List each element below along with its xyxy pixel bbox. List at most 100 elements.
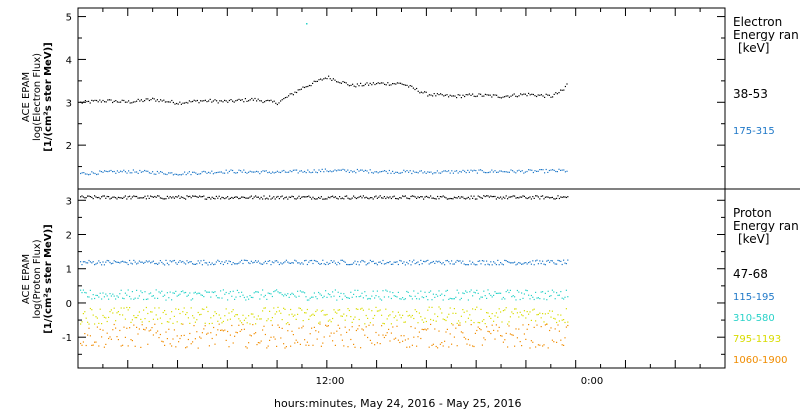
data-point [518,197,520,199]
data-point [241,171,243,173]
data-point [414,295,416,297]
data-point [316,172,318,174]
data-point [158,195,160,197]
data-point [508,291,510,294]
data-point [267,172,269,174]
data-point [113,323,115,326]
data-point [305,196,307,198]
data-point [411,261,413,263]
data-point [458,292,460,294]
data-point [435,260,437,262]
data-point [383,196,385,198]
data-point [381,299,383,301]
data-point [228,346,230,348]
data-point [353,262,355,264]
data-point [320,78,322,80]
data-point [185,263,187,265]
data-point [397,263,399,266]
data-point [348,85,350,87]
data-point [483,337,485,339]
data-point [109,336,111,338]
data-point [379,343,381,345]
data-point [109,198,111,200]
data-point [259,173,261,175]
data-point [165,331,167,333]
data-point [529,94,531,96]
data-point [458,324,460,326]
data-point [484,295,486,297]
data-point [142,100,144,103]
data-point [399,314,401,316]
data-point [80,172,82,175]
data-point [417,292,419,294]
data-point [301,196,303,198]
data-point [474,198,476,200]
data-point [108,99,110,101]
data-point [280,292,282,294]
data-point [423,321,425,323]
data-point [420,259,422,261]
data-point [543,263,545,265]
data-point [364,197,366,199]
data-point [414,263,416,265]
data-point [498,292,500,294]
data-point [141,261,143,263]
data-point [388,315,390,317]
data-point [367,298,369,300]
data-point [171,99,173,102]
data-point [158,101,160,103]
data-point [557,314,559,316]
data-point [396,198,398,200]
data-point [88,323,90,325]
data-point [494,94,496,96]
series-electron-0 [80,75,568,106]
data-point [351,326,353,328]
data-point [320,345,322,347]
data-point [235,100,237,102]
data-point [102,292,104,294]
data-point [256,196,258,198]
data-point [353,318,355,320]
data-point [94,297,96,300]
data-point [535,291,537,293]
data-point [395,197,397,200]
data-point [323,78,325,80]
data-point [126,327,128,329]
data-point [337,309,339,311]
data-point [463,197,465,200]
data-point [159,333,161,336]
data-point [536,95,538,98]
data-point [431,197,433,199]
data-point [164,101,166,103]
data-point [178,341,180,343]
data-point [290,308,292,311]
data-point [490,332,492,335]
data-point [161,322,163,325]
data-point [120,261,122,263]
data-point [274,198,276,200]
data-point [133,259,135,261]
data-point [233,172,235,174]
data-point [248,342,250,344]
data-point [228,198,230,200]
data-point [556,292,558,294]
data-point [117,311,119,313]
data-point [112,329,114,331]
electron-ylabel: ACE EPAM log(Electron Flux) [1/(cm²s ste… [21,7,55,187]
data-point [539,260,541,262]
data-point [199,195,201,197]
data-point [110,295,112,297]
data-point [290,345,292,347]
data-point [428,306,430,308]
data-point [108,196,110,198]
data-point [367,336,369,339]
data-point [234,315,236,317]
data-point [399,298,401,300]
data-point [173,329,175,331]
data-point [329,78,331,80]
data-point [123,307,125,309]
data-point [311,327,313,329]
data-point [508,96,510,98]
data-point [201,171,203,173]
data-point [547,290,549,292]
